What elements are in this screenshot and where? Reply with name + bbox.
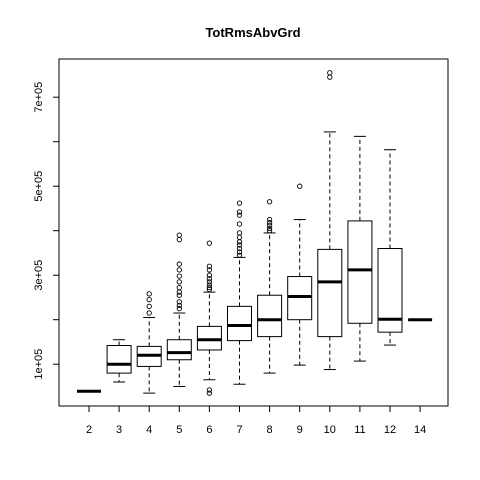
outlier-point bbox=[177, 237, 181, 241]
box-group bbox=[77, 71, 432, 396]
outlier-point bbox=[177, 274, 181, 278]
y-tick-label: 1e+05 bbox=[33, 349, 45, 380]
outlier-point bbox=[237, 210, 241, 214]
outlier-point bbox=[298, 184, 302, 188]
y-tick-label: 3e+05 bbox=[33, 260, 45, 291]
box-category-11 bbox=[348, 136, 372, 361]
outlier-point bbox=[177, 268, 181, 272]
outlier-point bbox=[237, 201, 241, 205]
outlier-point bbox=[147, 311, 151, 315]
outlier-point bbox=[237, 240, 241, 244]
box-category-4 bbox=[137, 292, 161, 393]
box-category-7 bbox=[228, 201, 252, 384]
iqr-box bbox=[318, 249, 342, 336]
box-category-5 bbox=[167, 233, 191, 387]
outlier-point bbox=[237, 231, 241, 235]
chart-title: TotRmsAbvGrd bbox=[205, 25, 300, 40]
outlier-point bbox=[177, 290, 181, 294]
box-category-8 bbox=[258, 200, 282, 374]
x-tick-label: 7 bbox=[236, 424, 242, 436]
outlier-point bbox=[237, 222, 241, 226]
box-category-3 bbox=[107, 340, 131, 382]
x-tick-label: 6 bbox=[206, 424, 212, 436]
x-tick-label: 9 bbox=[297, 424, 303, 436]
outlier-point bbox=[328, 75, 332, 79]
y-tick-label: 7e+05 bbox=[33, 82, 45, 113]
outlier-point bbox=[147, 292, 151, 296]
outlier-point bbox=[237, 235, 241, 239]
box-category-6 bbox=[197, 241, 221, 395]
outlier-point bbox=[207, 241, 211, 245]
x-tick-label: 10 bbox=[324, 424, 336, 436]
outlier-point bbox=[147, 297, 151, 301]
iqr-box bbox=[167, 340, 191, 360]
y-tick-label: 5e+05 bbox=[33, 171, 45, 202]
outlier-point bbox=[267, 200, 271, 204]
outlier-point bbox=[177, 262, 181, 266]
outlier-point bbox=[207, 388, 211, 392]
x-tick-label: 8 bbox=[267, 424, 273, 436]
x-axis: 2 3 4 5 6 7 8 9 10 11 12 14 bbox=[86, 406, 426, 436]
iqr-box bbox=[258, 295, 282, 336]
x-tick-label: 2 bbox=[86, 424, 92, 436]
x-tick-label: 12 bbox=[384, 424, 396, 436]
outlier-point bbox=[328, 71, 332, 75]
box-category-12 bbox=[378, 150, 402, 345]
x-tick-label: 14 bbox=[414, 424, 426, 436]
outlier-point bbox=[147, 304, 151, 308]
outlier-point bbox=[177, 233, 181, 237]
iqr-box bbox=[107, 346, 131, 374]
outlier-point bbox=[267, 217, 271, 221]
y-axis: 1e+05 3e+05 5e+05 7e+05 bbox=[33, 82, 59, 380]
x-tick-label: 3 bbox=[116, 424, 122, 436]
box-category-9 bbox=[288, 184, 312, 365]
iqr-box bbox=[348, 221, 372, 323]
x-tick-label: 5 bbox=[176, 424, 182, 436]
outlier-point bbox=[177, 280, 181, 284]
iqr-box bbox=[288, 277, 312, 320]
iqr-box bbox=[228, 306, 252, 340]
iqr-box bbox=[197, 326, 221, 350]
x-tick-label: 4 bbox=[146, 424, 152, 436]
outlier-point bbox=[177, 285, 181, 289]
x-tick-label: 11 bbox=[354, 424, 365, 436]
box-category-10 bbox=[318, 71, 342, 370]
